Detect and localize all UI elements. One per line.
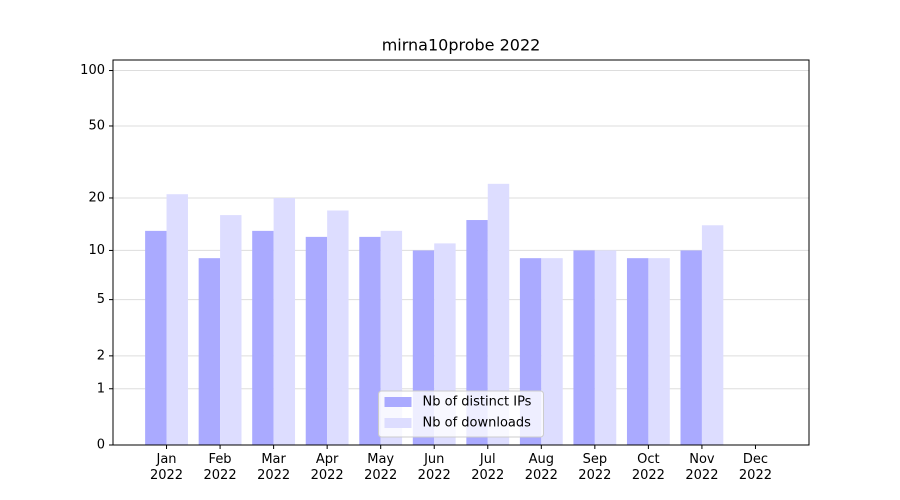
y-tick-label: 2 [97, 348, 105, 363]
x-tick-label: Mar 2022 [257, 452, 291, 483]
bar [273, 197, 296, 445]
y-tick-label: 0 [97, 438, 105, 453]
bar [541, 258, 563, 445]
y-tick-label: 20 [88, 190, 105, 205]
x-tick-label: Dec 2022 [738, 452, 772, 483]
y-tick-label: 50 [88, 118, 105, 133]
bar [487, 183, 510, 445]
x-tick-label: Jun 2022 [417, 452, 451, 483]
legend-label: Nb of downloads [423, 416, 532, 431]
x-tick-label: Sep 2022 [578, 452, 612, 483]
y-tick-label: 100 [80, 63, 105, 78]
x-tick-label: Apr 2022 [310, 452, 344, 483]
chart-title: mirna10probe 2022 [382, 36, 541, 55]
plot-frame [112, 59, 810, 446]
legend-swatch [384, 418, 412, 428]
x-tick-label: Jul 2022 [471, 452, 505, 483]
y-tick-label: 1 [97, 381, 105, 396]
bar [573, 250, 595, 445]
x-tick-label: Jan 2022 [149, 452, 184, 483]
bar [648, 258, 670, 445]
y-tick-label: 5 [97, 292, 105, 307]
legend-label: Nb of distinct IPs [423, 395, 532, 410]
x-tick-label: May 2022 [364, 452, 398, 483]
bar [252, 230, 274, 445]
bar [220, 215, 242, 445]
y-tick-label: 10 [88, 243, 105, 258]
bar [166, 194, 188, 445]
bar [466, 220, 488, 445]
bar [145, 230, 167, 445]
bar [198, 258, 221, 445]
legend-frame [378, 390, 544, 438]
bar [594, 250, 617, 445]
x-tick-label: Nov 2022 [685, 452, 719, 483]
bar [327, 210, 349, 445]
x-tick-label: Aug 2022 [524, 452, 558, 483]
bar [626, 258, 649, 445]
x-tick-label: Feb 2022 [203, 452, 237, 483]
bar [701, 225, 724, 445]
x-tick-label: Oct 2022 [631, 452, 665, 483]
bar [359, 236, 381, 445]
legend-swatch [384, 397, 412, 407]
bar [680, 250, 702, 445]
bar [305, 236, 328, 445]
legend: Nb of distinct IPs Nb of downloads [378, 390, 544, 438]
